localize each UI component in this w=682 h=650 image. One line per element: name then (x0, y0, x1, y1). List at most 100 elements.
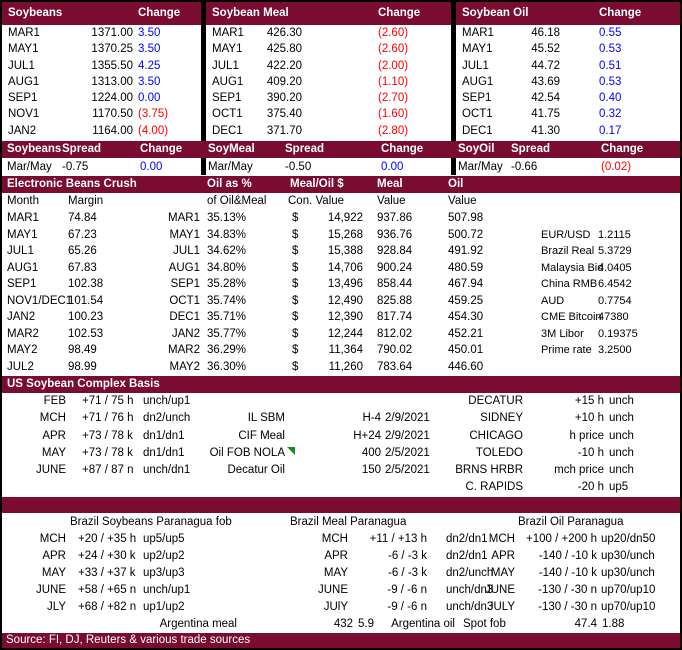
soybean-meal-panel: Soybean Meal Change MAR1 426.30 (2.60) MAY1… (206, 2, 451, 139)
price-cell: 1371.00 (91, 27, 133, 39)
oil-pct-subheader: of Oil&Meal (207, 195, 267, 207)
futures-row: MAY1 425.80 (2.60) (206, 41, 451, 57)
brazil-basis-cell: -130 / -30 n (538, 584, 597, 596)
futures-row: SEP1 390.20 (2.70) (206, 90, 451, 106)
spread-change-cell: 0.00 (381, 161, 404, 173)
location-basis-cell: -20 h (577, 481, 604, 494)
crush-month-cell: MAY2 (7, 344, 38, 356)
brazil-change-cell: dn2/unch (446, 567, 494, 579)
meal-value-cell: 936.76 (377, 228, 413, 241)
location-cell: TOLEDO (475, 446, 523, 459)
oil-value-cell: 480.59 (448, 261, 484, 274)
date-cell: 2/5/2021 (385, 446, 430, 459)
futures-row: DEC1 41.30 0.17 (456, 123, 680, 139)
brazil-change-cell: up30/unch (601, 550, 655, 562)
location-change-cell: unch (609, 395, 634, 407)
con-value-cell: 12,390 (327, 311, 363, 323)
soybeans-panel-header: Soybeans Change (2, 2, 201, 25)
soybeans-panel-body: MAR1 1371.00 3.50 MAY1 1370.25 3.50 JUL1 1355.5… (2, 25, 201, 139)
crush-row: AUG1 67.83 AUG1 34.80% $14,706 900.24 480.59 Ma… (2, 260, 680, 277)
dollar-sign: $ (292, 261, 299, 274)
crush-row: MAR2 102.53 JAN2 35.77% $12,244 812.02 452.21 3… (2, 326, 680, 343)
date-cell: 2/9/2021 (385, 429, 430, 442)
futures-row: MAY1 45.52 0.53 (456, 41, 680, 57)
location-change-cell: unch (609, 446, 634, 459)
basis-month-cell: FEB (43, 395, 66, 407)
crush-margin-cell: 101.54 (68, 294, 104, 307)
crush-margin-cell: 98.99 (68, 360, 97, 373)
oil-value-subheader: Value (448, 195, 477, 207)
month-subheader: Month (7, 195, 39, 207)
brazil-basis-cell: -140 / -10 k (538, 567, 597, 579)
brazil-basis-cell: +24 / +30 k (78, 550, 136, 562)
change-cell: 0.40 (599, 92, 622, 105)
oil-value-cell: 467.94 (448, 278, 484, 290)
change-cell: (1.60) (378, 108, 409, 121)
change-cell: 0.53 (599, 43, 622, 56)
crush-margin-cell: 100.23 (68, 311, 104, 323)
con-value-cell: 15,388 (327, 245, 363, 257)
brazil-basis-cell: -140 / -10 k (538, 550, 597, 562)
change-cell: 0.55 (599, 27, 622, 39)
contract-month-cell: NOV1 (8, 108, 40, 121)
price-cell: 41.75 (531, 108, 560, 121)
us-basis-row: JUNE +87 / 87 n unch/dn1 Decatur Oil 150 2/5/… (2, 462, 680, 479)
rate-label-cell: AUD (541, 294, 565, 307)
futures-row: JUL1 1355.50 4.25 (2, 58, 201, 74)
brazil-month-cell: MAY (41, 567, 66, 579)
basis-month-cell: APR (42, 429, 66, 442)
spread-month-cell: Mar/May (7, 161, 52, 173)
price-cell: 1370.25 (91, 43, 133, 56)
location-basis-cell: +15 h (574, 395, 604, 407)
futures-row: NOV1 1170.50 (3.75) (2, 106, 201, 122)
change-cell: (2.00) (378, 59, 409, 72)
contract-month-cell: AUG1 (462, 75, 494, 88)
spread-panel-title: Soybeans (7, 143, 62, 155)
spread-value-cell: -0.66 (511, 161, 538, 173)
spread-month-cell: Mar/May (458, 161, 503, 173)
panel-title: Soybean Meal (212, 7, 289, 19)
oil-pct-cell: 35.77% (207, 327, 247, 340)
brazil-change-cell: dn2/dn1 (446, 550, 488, 562)
price-cell: 1224.00 (91, 92, 133, 105)
crush-title: Electronic Beans Crush (7, 178, 137, 190)
brazil-basis-cell: +100 / +200 h (526, 533, 597, 545)
brazil-basis-cell: -6 / -3 k (388, 567, 427, 579)
brazil-basis-cell: +58 / +65 n (78, 584, 137, 596)
basis-value-cell: +73 / 78 k (82, 429, 133, 442)
brazil-change-cell: up2/up2 (143, 550, 185, 562)
oil-pct-cell: 35.71% (207, 311, 247, 323)
product-label-cell: Oil FOB NOLA (209, 446, 285, 459)
contract-month-cell: JUL1 (8, 59, 35, 72)
crush-month-cell: MAR1 (7, 212, 39, 224)
change-label: Change (140, 143, 183, 155)
spread-value-cell: -0.75 (62, 161, 89, 173)
oil-pct-month-cell: MAY1 (169, 228, 200, 241)
brazil-month-cell: MCH (39, 533, 66, 545)
us-basis-row: MCH +71 / 76 h dn2/unch IL SBM H-4 2/9/2021 SI… (2, 410, 680, 427)
location-cell: BRNS HRBR (455, 464, 523, 477)
rate-label-cell: China RMB (541, 278, 598, 290)
contract-month-cell: OCT1 (212, 108, 243, 121)
change-cell: 0.32 (599, 108, 622, 121)
change-cell: 0.51 (599, 59, 622, 72)
margin-subheader: Margin (68, 195, 104, 207)
brazil-oil-title: Brazil Oil Paranagua (518, 516, 624, 528)
basis-value-cell: +73 / 78 k (82, 446, 133, 459)
crush-margin-cell: 67.23 (68, 228, 97, 241)
contract-month-cell: DEC1 (462, 124, 493, 137)
brazil-change-cell: up30/unch (601, 567, 655, 579)
oil-pct-month-cell: MAR2 (168, 344, 200, 356)
brazil-month-cell: JLY (47, 601, 66, 613)
change-cell: 3.50 (138, 27, 161, 39)
price-cell: 41.30 (531, 124, 560, 137)
brazil-change-cell: up70/up10 (601, 584, 656, 596)
oil-pct-month-cell: MAY2 (169, 360, 200, 373)
contract-month-cell: JAN2 (8, 124, 37, 137)
basis-value-cell: +71 / 76 h (82, 412, 134, 425)
meal-value-cell: 783.64 (377, 360, 413, 373)
con-value-cell: 15,268 (327, 228, 363, 241)
panel-title: Soybean Oil (462, 7, 529, 19)
price-cell: 371.70 (266, 124, 302, 137)
